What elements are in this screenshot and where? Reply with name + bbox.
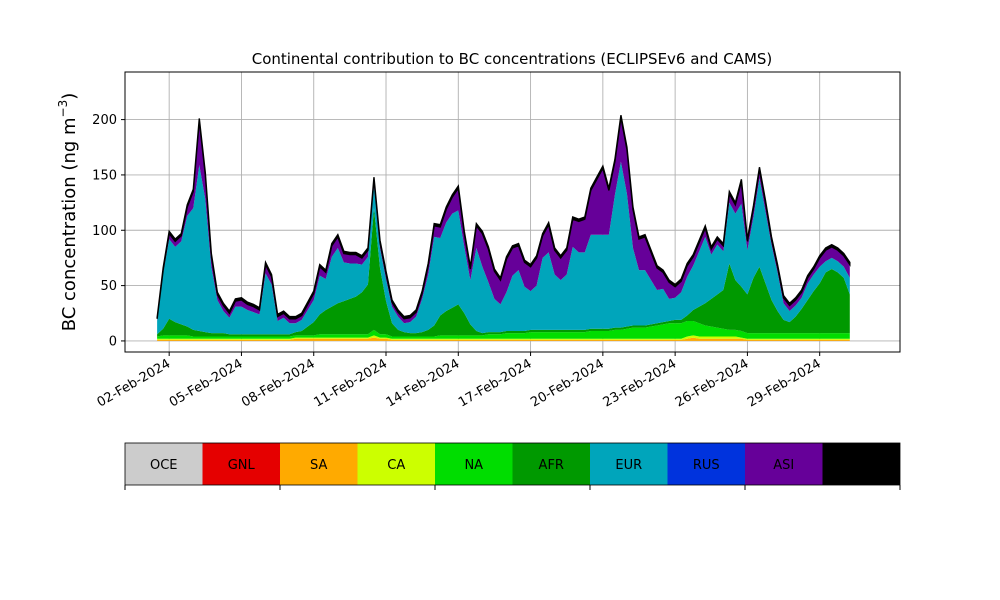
legend-swatch-rus xyxy=(667,443,745,485)
legend-swatch-oce xyxy=(125,443,203,485)
legend-swatch-eur xyxy=(590,443,668,485)
y-tick-label: 0 xyxy=(109,334,117,349)
legend-swatch-sa xyxy=(280,443,358,485)
legend-frame xyxy=(124,442,901,486)
y-tick-label: 50 xyxy=(100,279,117,294)
legend-label-rus: RUS xyxy=(693,458,720,473)
legend-swatch-afr xyxy=(512,443,590,485)
legend-label-sa: SA xyxy=(310,458,327,473)
plot-frame xyxy=(124,71,901,353)
y-tick-label: 150 xyxy=(92,168,117,183)
y-axis-label: BC concentration (ng m−3) xyxy=(56,93,80,332)
legend-swatch-gnl xyxy=(202,443,280,485)
legend-label-ca: CA xyxy=(387,458,405,473)
area-sa xyxy=(157,337,850,341)
color-legend: OCE GNL SA CA NA AFR EUR RUS ASI AUS xyxy=(124,442,901,490)
legend-label-asi: ASI xyxy=(773,458,794,473)
chart-title: Continental contribution to BC concentra… xyxy=(252,50,773,68)
legend-label-aus: AUS xyxy=(848,458,875,473)
y-tick-label: 100 xyxy=(92,224,117,239)
legend-label-gnl: GNL xyxy=(228,458,256,473)
area-series xyxy=(156,115,851,341)
legend-label-afr: AFR xyxy=(539,458,564,473)
area-aus xyxy=(156,115,851,320)
y-tick-label: 200 xyxy=(92,113,117,128)
area-eur xyxy=(157,161,850,335)
legend-label-na: NA xyxy=(464,458,483,473)
area-afr xyxy=(157,208,850,337)
legend-swatch-ca xyxy=(357,443,435,485)
legend-label-eur: EUR xyxy=(615,458,642,473)
legend-swatch-asi xyxy=(745,443,823,485)
legend-label-oce: OCE xyxy=(150,458,178,473)
legend-swatch-aus xyxy=(822,443,900,485)
legend-swatch-na xyxy=(435,443,513,485)
area-asi xyxy=(157,117,850,324)
y-axis-ticks: 0 50 100 150 200 xyxy=(92,113,125,349)
